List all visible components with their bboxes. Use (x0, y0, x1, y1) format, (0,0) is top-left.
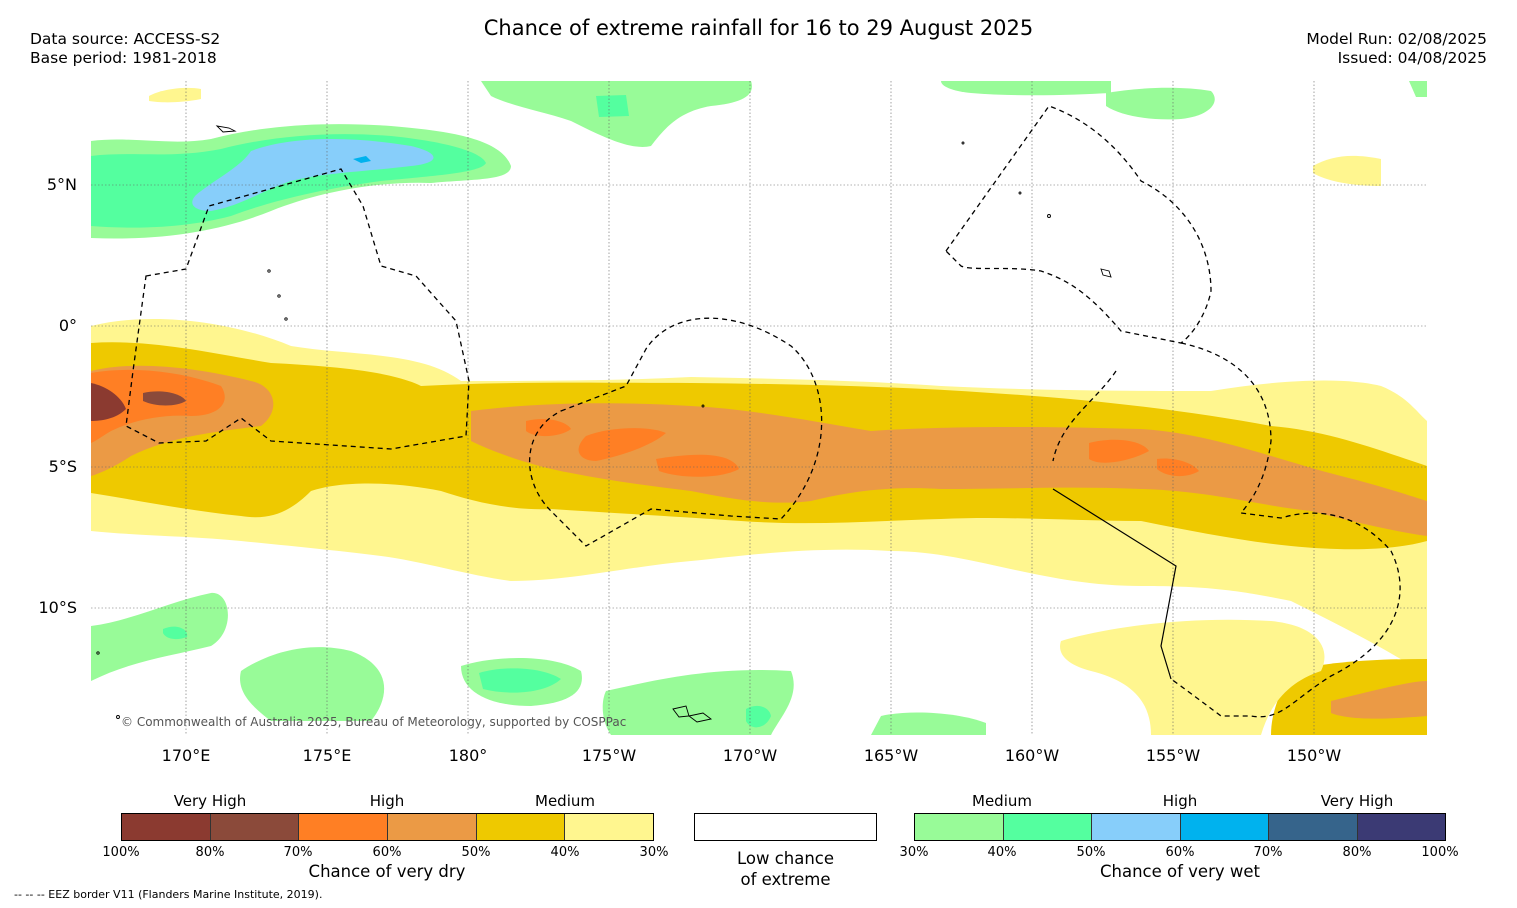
wet-region-south-4 (871, 712, 986, 735)
wet-tick: 30% (899, 845, 929, 860)
dry-band-vhigh-west (91, 369, 225, 443)
map-canvas (91, 81, 1427, 735)
neutral-swatch (694, 813, 877, 841)
dry-band-high-center (471, 403, 1427, 536)
rainfall-map[interactable] (91, 81, 1427, 735)
copyright-notice: © Commonwealth of Australia 2025, Bureau… (121, 715, 627, 729)
lon-label-170w: 170°W (722, 746, 778, 765)
neutral-caption-line2: of extreme (740, 870, 831, 889)
wet-tick: 80% (1342, 845, 1372, 860)
neutral-caption: Low chance of extreme (694, 848, 877, 890)
dry-tick: 40% (550, 845, 580, 860)
dry-tick: 30% (639, 845, 669, 860)
wet-swatch-5 (1269, 814, 1358, 840)
dry-swatch-3 (299, 814, 389, 840)
wet-tick: 40% (987, 845, 1017, 860)
dry-region-north-small-1 (149, 87, 201, 103)
dry-patch-center-3 (656, 454, 739, 477)
wet-region-corner (1409, 81, 1427, 97)
dry-tick: 100% (102, 845, 140, 860)
lat-label-5n: 5°N (46, 175, 77, 194)
wet-region-north-west-high (192, 139, 434, 211)
wet-colorbar (914, 813, 1446, 841)
dry-caption: Chance of very dry (308, 862, 466, 881)
dry-tick: 70% (283, 845, 313, 860)
eez-borders (125, 105, 1401, 718)
dry-band-extreme-west-2 (143, 391, 186, 406)
lon-label-175e: 175°E (302, 746, 352, 765)
wet-region-south-west-med (163, 626, 188, 640)
lon-label-160w: 160°W (1004, 746, 1060, 765)
base-period: Base period: 1981-2018 (30, 49, 217, 67)
dry-swatch-1 (122, 814, 211, 840)
wet-tick: 100% (1421, 845, 1459, 860)
wet-caption: Chance of very wet (1100, 862, 1260, 881)
dry-tick: 50% (461, 845, 491, 860)
wet-region-south-2-med (479, 668, 561, 693)
wet-region-south-3-med (746, 705, 771, 728)
lon-label-180: 180° (448, 746, 488, 765)
dry-patch-center-2 (578, 428, 666, 461)
wet-region-south-1 (240, 647, 385, 721)
lon-label-155w: 155°W (1145, 746, 1201, 765)
issued-date: Issued: 04/08/2025 (1337, 49, 1487, 67)
model-run: Model Run: 02/08/2025 (1306, 30, 1487, 48)
model-info: Model Run: 02/08/2025 Issued: 04/08/2025 (1306, 30, 1487, 68)
dry-tick: 80% (195, 845, 225, 860)
wet-region-north-center-med (596, 95, 629, 117)
dry-patch-southeast-high (1331, 681, 1427, 719)
wet-region-north-far-east (1106, 87, 1215, 120)
dry-level-very-high: Very High (173, 792, 247, 810)
dry-swatch-6 (565, 814, 654, 840)
wet-swatch-3 (1092, 814, 1181, 840)
wet-tick: 50% (1076, 845, 1106, 860)
data-source: Data source: ACCESS-S2 (30, 30, 221, 48)
dry-swatch-4 (388, 814, 477, 840)
wet-region-south-west (91, 592, 228, 681)
dry-patch-east-1 (1089, 439, 1149, 463)
lon-label-150w: 150°W (1286, 746, 1342, 765)
wet-region-north-east (941, 81, 1111, 96)
wet-swatch-2 (1003, 814, 1092, 840)
dry-level-medium: Medium (535, 792, 595, 810)
dry-colorbar (121, 813, 654, 841)
dry-swatch-2 (210, 814, 300, 840)
wet-swatch-1 (915, 814, 1004, 840)
dry-patch-southeast-low (1060, 619, 1325, 735)
lon-label-175w: 175°W (581, 746, 637, 765)
eez-footnote: -- -- -- EEZ border V11 (Flanders Marine… (14, 888, 323, 901)
lon-label-165w: 165°W (863, 746, 919, 765)
dry-patch-east-2 (1157, 458, 1199, 477)
dry-swatch-5 (476, 814, 566, 840)
dry-region-north-small-2 (1313, 155, 1381, 186)
map-title: Chance of extreme rainfall for 16 to 29 … (483, 16, 1034, 40)
wet-swatch-6 (1357, 814, 1445, 840)
wet-region-north-west-vhigh (353, 156, 371, 163)
wet-swatch-4 (1180, 814, 1269, 840)
wet-level-very-high: Very High (1320, 792, 1394, 810)
lat-label-10s: 10°S (38, 598, 77, 617)
data-source-info: Data source: ACCESS-S2 Base period: 1981… (30, 30, 220, 68)
lat-label-5s: 5°S (48, 457, 77, 476)
wet-tick: 70% (1253, 845, 1283, 860)
wet-region-south-3 (602, 670, 794, 735)
wet-level-high: High (1162, 792, 1198, 810)
lat-label-equator: 0° (58, 316, 77, 335)
eez-solid-boundary (1052, 488, 1177, 680)
dry-tick: 60% (372, 845, 402, 860)
dry-band-extreme-west (91, 383, 126, 421)
wet-level-medium: Medium (972, 792, 1032, 810)
islands (96, 125, 1112, 723)
graticule (91, 81, 1427, 735)
dry-level-high: High (369, 792, 405, 810)
wet-tick: 60% (1165, 845, 1195, 860)
neutral-caption-line1: Low chance (736, 849, 835, 868)
lon-label-170e: 170°E (161, 746, 211, 765)
